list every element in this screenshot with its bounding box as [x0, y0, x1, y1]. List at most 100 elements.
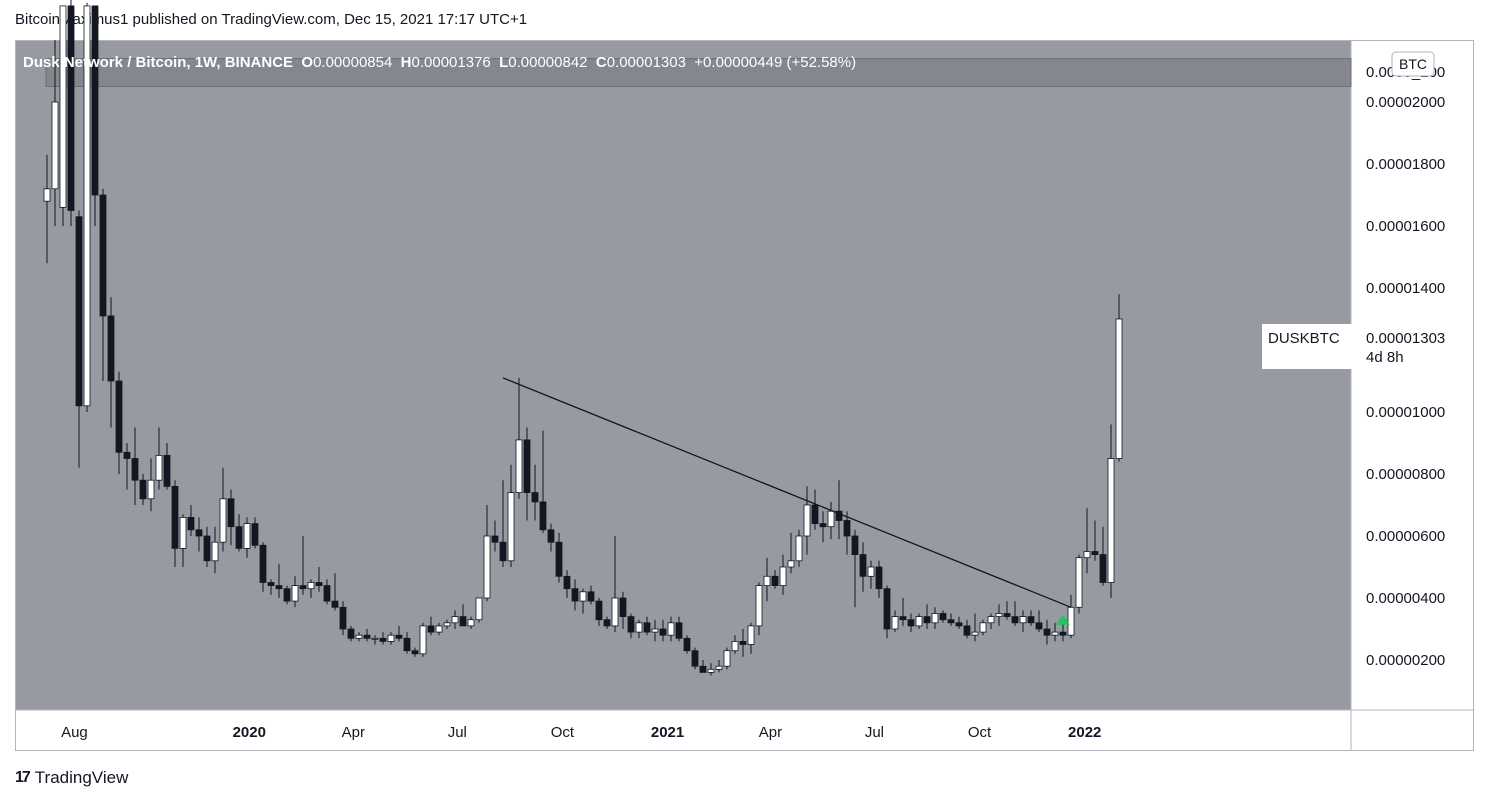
candle-body [1091, 551, 1099, 555]
candle [659, 619, 667, 642]
price-tick: 0.00001400 [1366, 280, 1445, 297]
candle-body [339, 606, 347, 630]
candle-body [1075, 557, 1083, 608]
candle-body [507, 492, 515, 562]
candle [683, 635, 691, 654]
footer-brand[interactable]: TradingView [34, 768, 129, 787]
candle [899, 598, 907, 626]
candle [51, 40, 59, 226]
candles [43, 0, 1123, 676]
signal-arrow-icon [1056, 614, 1070, 625]
candle-body [59, 5, 67, 208]
time-tick: Aug [61, 724, 88, 741]
candle [907, 613, 915, 633]
candle-body [875, 566, 883, 590]
price-label-box [1262, 324, 1468, 369]
candle-body [403, 637, 411, 652]
candle [787, 532, 795, 574]
candle [259, 542, 267, 592]
price-axis-area[interactable] [1351, 41, 1473, 710]
candle [83, 2, 91, 412]
candle-body [571, 588, 579, 602]
candle-body [763, 575, 771, 586]
candle [491, 520, 499, 552]
candle-body [187, 517, 195, 531]
price-tick: 0.00001800 [1366, 156, 1445, 173]
candle-body [1043, 628, 1051, 636]
candle [979, 619, 987, 636]
candle-body [1011, 616, 1019, 624]
candle-body [867, 566, 875, 577]
resistance-zone-layer [45, 58, 1352, 87]
candle-body [219, 498, 227, 543]
candle [451, 610, 459, 629]
candle [635, 619, 643, 639]
candle-body [363, 634, 371, 639]
candle-body [979, 622, 987, 633]
ohlc-legend: Dusk Network / Bitcoin, 1W, BINANCE O0.0… [23, 54, 856, 71]
candle-body [1107, 458, 1115, 583]
candle [419, 622, 427, 657]
candle-body [235, 526, 243, 549]
candle-body [139, 479, 147, 500]
price-tick: 0.00001600 [1366, 218, 1445, 235]
candle-body [643, 622, 651, 633]
candle-body [795, 535, 803, 562]
candle-body [987, 616, 995, 624]
candle [515, 377, 523, 499]
candle [939, 610, 947, 623]
candle [283, 585, 291, 605]
candle-body [347, 628, 355, 639]
candle-body [851, 535, 859, 556]
candle [211, 526, 219, 574]
candle-body [539, 501, 547, 531]
candle-body [779, 566, 787, 587]
candle [763, 557, 771, 602]
candle [395, 625, 403, 642]
price-label-countdown: 4d 8h [1366, 349, 1404, 366]
time-tick: Jul [865, 724, 884, 741]
candle [947, 613, 955, 626]
plot-area[interactable] [16, 41, 1351, 710]
candle-body [147, 479, 155, 500]
candle-body [619, 597, 627, 618]
legend-high: 0.00001376 [411, 54, 491, 71]
candle-body [1083, 551, 1091, 559]
price-tick: 0.00002000 [1366, 94, 1445, 111]
candle-body [1003, 613, 1011, 617]
candle-body [1027, 616, 1035, 624]
candle-body [115, 380, 123, 453]
candle-body [555, 541, 563, 577]
candle [499, 480, 507, 567]
candle-body [75, 216, 83, 407]
candle-body [723, 650, 731, 667]
candle-body [1059, 631, 1067, 636]
candle-body [579, 591, 587, 602]
candle-body [923, 616, 931, 624]
candle [315, 567, 323, 592]
candle [779, 554, 787, 595]
candle-body [731, 641, 739, 652]
candle-body [491, 535, 499, 543]
candle-body [755, 585, 763, 627]
candle-body [635, 622, 643, 633]
candle [307, 579, 315, 598]
candle-body [915, 616, 923, 627]
candle-body [291, 585, 299, 602]
candle-body [1035, 622, 1043, 630]
candle [651, 619, 659, 642]
descending-trendline[interactable] [502, 377, 1072, 608]
candle-body [499, 541, 507, 562]
candle [579, 588, 587, 614]
candle-body [307, 582, 315, 590]
candle-body [419, 625, 427, 655]
candle-body [947, 619, 955, 624]
candle-body [627, 616, 635, 633]
currency-badge[interactable] [1391, 51, 1435, 77]
candle [411, 647, 419, 657]
candle-body [1115, 318, 1123, 459]
signal-layer [1056, 614, 1070, 625]
publish-header: BitcoinMaximus1 published on TradingView… [15, 11, 528, 28]
candle [523, 427, 531, 521]
